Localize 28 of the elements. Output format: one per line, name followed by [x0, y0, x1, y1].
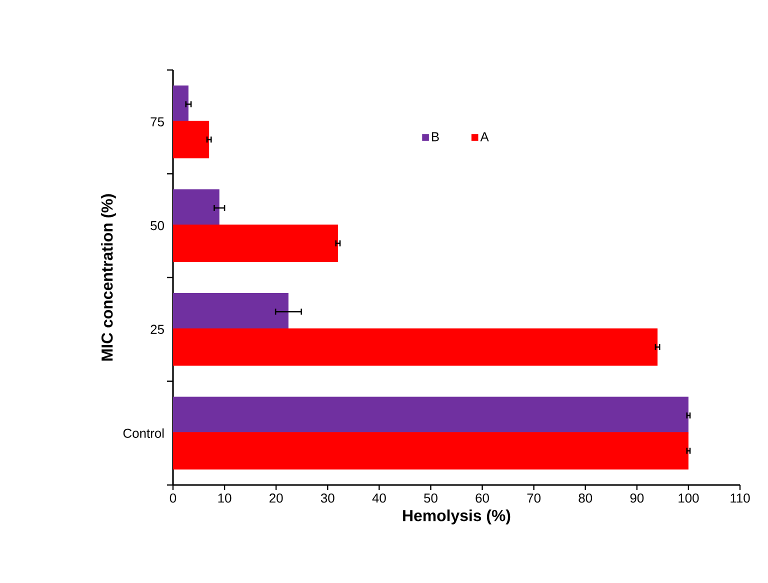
- y-tick-label: Control: [123, 428, 164, 438]
- x-tick-label: 50: [424, 494, 438, 503]
- x-tick-label: 70: [527, 494, 541, 503]
- bar: [173, 293, 288, 330]
- bar: [173, 120, 210, 158]
- bar: [173, 224, 338, 262]
- x-axis-title: Hemolysis (%): [403, 510, 510, 524]
- y-tick-label: 75: [150, 117, 164, 126]
- bar: [173, 189, 220, 227]
- y-axis-title: MIC concentration (%): [101, 194, 116, 361]
- x-tick-label: 80: [578, 494, 592, 503]
- x-tick-label: 20: [270, 494, 283, 503]
- bar: [173, 396, 688, 434]
- x-tick-label: 110: [730, 494, 750, 503]
- y-tick-label: 50: [150, 221, 164, 230]
- bar: [173, 328, 658, 366]
- x-tick-label: 30: [320, 494, 334, 503]
- x-tick-label: 60: [476, 494, 489, 503]
- x-tick-label: 0: [170, 494, 176, 503]
- bar: [173, 432, 688, 470]
- y-tick-label: 25: [150, 324, 164, 334]
- x-tick-label: 100: [678, 494, 699, 503]
- x-tick-label: 40: [372, 494, 386, 503]
- bar: [173, 86, 188, 123]
- legend-label: A: [480, 132, 489, 142]
- x-tick-label: 10: [218, 494, 232, 503]
- legend-label: B: [432, 132, 439, 142]
- x-tick-label: 90: [630, 494, 644, 503]
